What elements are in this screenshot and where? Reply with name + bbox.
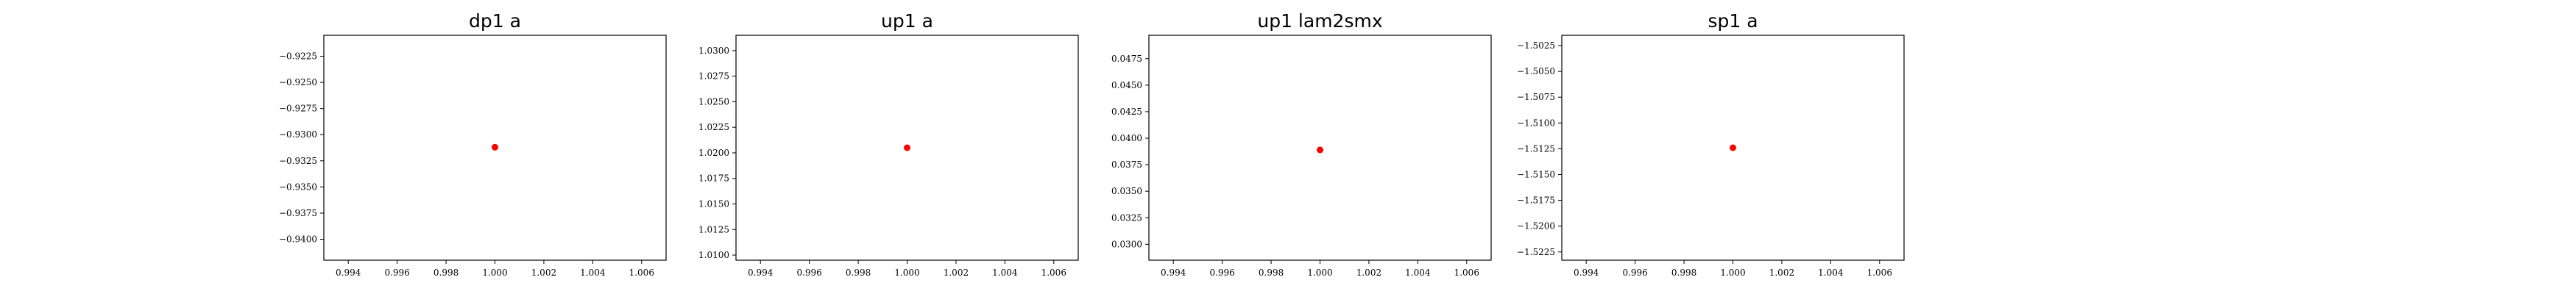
- x-tick-label: 0.994: [336, 268, 361, 278]
- y-tick-label: 1.0300: [698, 46, 729, 56]
- x-tick-label: 0.994: [1161, 268, 1186, 278]
- y-tick-label: −1.5125: [1517, 143, 1555, 154]
- y-tick-label: −1.5200: [1517, 221, 1555, 232]
- x-tick-label: 1.006: [1454, 268, 1479, 278]
- data-point: [1317, 146, 1323, 154]
- y-tick-label: −1.5100: [1517, 118, 1555, 128]
- x-tick-label: 1.004: [992, 268, 1018, 278]
- y-tick-label: 0.0425: [1111, 107, 1142, 117]
- y-tick-label: 1.0200: [698, 148, 729, 158]
- y-tick-label: −0.9325: [279, 156, 317, 166]
- x-tick-label: 0.996: [384, 268, 409, 278]
- x-tick-label: 1.004: [1405, 268, 1431, 278]
- subplot-sp1-a: sp1 a 0.994 0.996 0.998 1.000 1.002 1.004 1.00…: [1517, 10, 1905, 278]
- x-tick-label: 1.002: [1356, 268, 1381, 278]
- y-tick-label: −0.9225: [279, 51, 317, 61]
- x-tick-label: 0.994: [748, 268, 774, 278]
- x-tick-label: 1.000: [894, 268, 919, 278]
- x-tick-label: 1.006: [629, 268, 654, 278]
- x-tick-label: 1.002: [944, 268, 969, 278]
- x-tick-label: 1.006: [1041, 268, 1066, 278]
- x-tick-label: 1.004: [1818, 268, 1844, 278]
- y-tick-label: 0.0350: [1111, 186, 1142, 196]
- x-tick-label: 1.000: [1720, 268, 1745, 278]
- y-tick-label: 0.0400: [1111, 133, 1142, 143]
- subplot-dp1-a: dp1 a 0.994 0.996 0.998 1.000 1.002 1.004 1.00…: [279, 10, 667, 278]
- data-point: [492, 143, 498, 151]
- y-tick-label: −0.9300: [279, 129, 317, 140]
- subplot-title: dp1 a: [469, 10, 521, 32]
- x-tick-label: 1.002: [1769, 268, 1794, 278]
- y-tick-label: 0.0375: [1111, 159, 1142, 170]
- y-tick-label: −0.9350: [279, 182, 317, 192]
- y-tick-label: −1.5075: [1517, 92, 1555, 102]
- y-tick-label: 1.0150: [698, 199, 729, 209]
- y-tick-label: −1.5025: [1517, 40, 1555, 51]
- y-tick-label: 0.0325: [1111, 212, 1142, 223]
- x-tick-label: 1.000: [1307, 268, 1332, 278]
- y-tick-label: 0.0300: [1111, 239, 1142, 249]
- y-tick-label: 1.0125: [698, 224, 729, 234]
- y-tick-label: −1.5050: [1517, 66, 1555, 76]
- y-tick-label: 0.0450: [1111, 80, 1142, 90]
- y-tick-label: −0.9275: [279, 104, 317, 114]
- x-tick-label: 1.004: [580, 268, 606, 278]
- y-tick-label: −0.9400: [279, 234, 317, 245]
- subplot-title: up1 a: [881, 10, 933, 32]
- y-tick-label: 1.0100: [698, 250, 729, 260]
- y-tick-label: 1.0250: [698, 96, 729, 107]
- y-tick-label: −1.5175: [1517, 196, 1555, 206]
- x-tick-label: 0.996: [1622, 268, 1647, 278]
- subplot-up1-a: up1 a 0.994 0.996 0.998 1.000 1.002 1.004 1.00…: [698, 10, 1079, 278]
- subplot-title: up1 lam2smx: [1257, 10, 1382, 32]
- x-tick-label: 0.994: [1574, 268, 1599, 278]
- y-tick-label: 0.0475: [1111, 54, 1142, 64]
- y-tick-label: 1.0175: [698, 173, 729, 184]
- y-tick-label: 1.0225: [698, 122, 729, 132]
- x-tick-label: 1.006: [1867, 268, 1892, 278]
- x-tick-label: 0.998: [434, 268, 459, 278]
- y-tick-label: 1.0275: [698, 71, 729, 82]
- data-point: [1730, 144, 1736, 151]
- x-tick-label: 0.996: [1209, 268, 1234, 278]
- x-tick-label: 0.998: [1671, 268, 1696, 278]
- x-tick-label: 0.996: [796, 268, 821, 278]
- x-tick-label: 0.998: [1259, 268, 1284, 278]
- x-tick-label: 1.002: [531, 268, 556, 278]
- y-tick-label: −0.9375: [279, 208, 317, 218]
- data-point: [904, 144, 910, 151]
- subplot-title: sp1 a: [1708, 10, 1758, 32]
- x-tick-label: 1.000: [482, 268, 507, 278]
- x-tick-label: 0.998: [846, 268, 871, 278]
- y-tick-label: −0.9250: [279, 77, 317, 87]
- subplot-up1-lam2smx: up1 lam2smx 0.994 0.996 0.998 1.000 1.002 1.0…: [1111, 10, 1492, 278]
- y-tick-label: −1.5150: [1517, 169, 1555, 179]
- y-tick-label: −1.5225: [1517, 247, 1555, 257]
